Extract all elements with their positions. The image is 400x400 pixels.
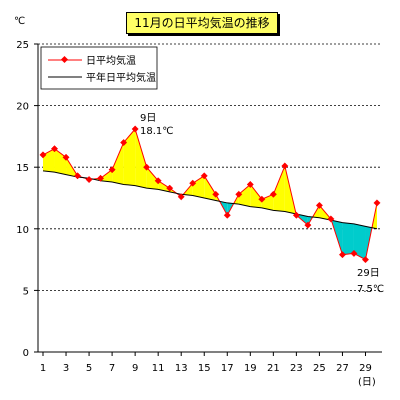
x-tick-label: 13 — [175, 363, 188, 374]
data-point — [62, 153, 70, 161]
difference-fill — [158, 180, 170, 192]
difference-fill — [112, 142, 124, 185]
data-point — [154, 177, 162, 185]
x-axis-label: (日) — [358, 377, 376, 388]
data-point — [39, 151, 47, 159]
legend-label-normal: 平年日平均気温 — [86, 71, 156, 84]
data-point — [350, 249, 358, 257]
difference-fill — [273, 165, 285, 212]
series-markers — [39, 125, 381, 264]
annotation-min-value: 7.5℃ — [357, 284, 384, 295]
data-point — [315, 201, 323, 209]
data-point — [177, 193, 185, 201]
data-point — [120, 139, 128, 147]
x-tick-label: 23 — [290, 363, 303, 374]
data-point — [246, 180, 254, 189]
x-tick-label: 5 — [86, 363, 92, 374]
y-tick-label: 5 — [23, 286, 29, 297]
data-point — [304, 221, 312, 229]
x-tick-label: 11 — [152, 363, 165, 374]
legend-label-daily: 日平均気温 — [86, 54, 136, 67]
data-point — [281, 162, 289, 170]
y-tick-label: 15 — [16, 163, 29, 174]
difference-fill — [146, 167, 159, 190]
x-tick-label: 19 — [244, 363, 257, 374]
data-point — [292, 211, 300, 219]
data-point — [373, 199, 381, 207]
x-tick-label: 7 — [109, 363, 115, 374]
axes — [37, 44, 382, 353]
data-point — [97, 174, 105, 182]
x-tick-labels: 1 3 5 7 9 11 13 15 17 19 21 23 25 27 29 — [40, 363, 372, 374]
legend-box — [40, 46, 158, 90]
chart-title: 11月の日平均気温の推移 — [126, 12, 278, 34]
x-tick-label: 17 — [221, 363, 234, 374]
data-point — [166, 184, 174, 192]
difference-fill — [123, 129, 136, 186]
data-point — [200, 172, 208, 180]
data-point — [131, 125, 139, 133]
y-tick-labels: 0 5 10 15 20 25 — [16, 40, 29, 359]
x-tick-label: 21 — [267, 363, 280, 374]
difference-fill — [238, 184, 251, 207]
y-unit-label: ℃ — [14, 16, 25, 27]
y-tick-label: 10 — [16, 225, 29, 236]
x-tick-label: 25 — [313, 363, 326, 374]
difference-fill — [250, 184, 262, 208]
data-point — [73, 172, 82, 180]
annotation-max: 9日 18.1℃ — [140, 113, 174, 137]
annotation-max-day: 9日 — [140, 113, 156, 124]
annotation-min: 29日 7.5℃ — [357, 268, 384, 295]
difference-fill — [342, 222, 354, 255]
data-point — [143, 163, 151, 171]
x-tick-label: 15 — [198, 363, 211, 374]
data-point — [235, 190, 243, 198]
data-point — [212, 190, 220, 198]
y-tick-label: 20 — [16, 102, 29, 113]
data-point — [338, 251, 347, 259]
data-point — [50, 145, 59, 153]
y-tick-label: 25 — [16, 40, 29, 51]
x-tick-label: 1 — [40, 363, 46, 374]
data-point — [258, 195, 266, 203]
x-tick-label: 27 — [336, 363, 349, 374]
x-tick-label: 29 — [359, 363, 372, 374]
data-point — [327, 215, 335, 223]
data-point — [223, 211, 231, 219]
normal-temperature-line — [42, 170, 378, 230]
data-point — [108, 166, 116, 174]
data-point — [361, 256, 370, 264]
y-tick-label: 0 — [23, 348, 29, 359]
difference-fill — [353, 223, 366, 260]
data-point — [189, 179, 197, 187]
difference-fill — [135, 129, 147, 189]
data-point — [85, 175, 93, 184]
annotation-min-day: 29日 — [357, 268, 380, 279]
x-tick-label: 9 — [132, 363, 138, 374]
data-point — [269, 190, 277, 198]
grid-lines — [34, 43, 382, 356]
annotation-max-value: 18.1℃ — [140, 126, 174, 137]
difference-fills — [43, 129, 377, 260]
legend: 日平均気温 平年日平均気温 — [40, 46, 158, 90]
x-tick-label: 3 — [63, 363, 69, 374]
